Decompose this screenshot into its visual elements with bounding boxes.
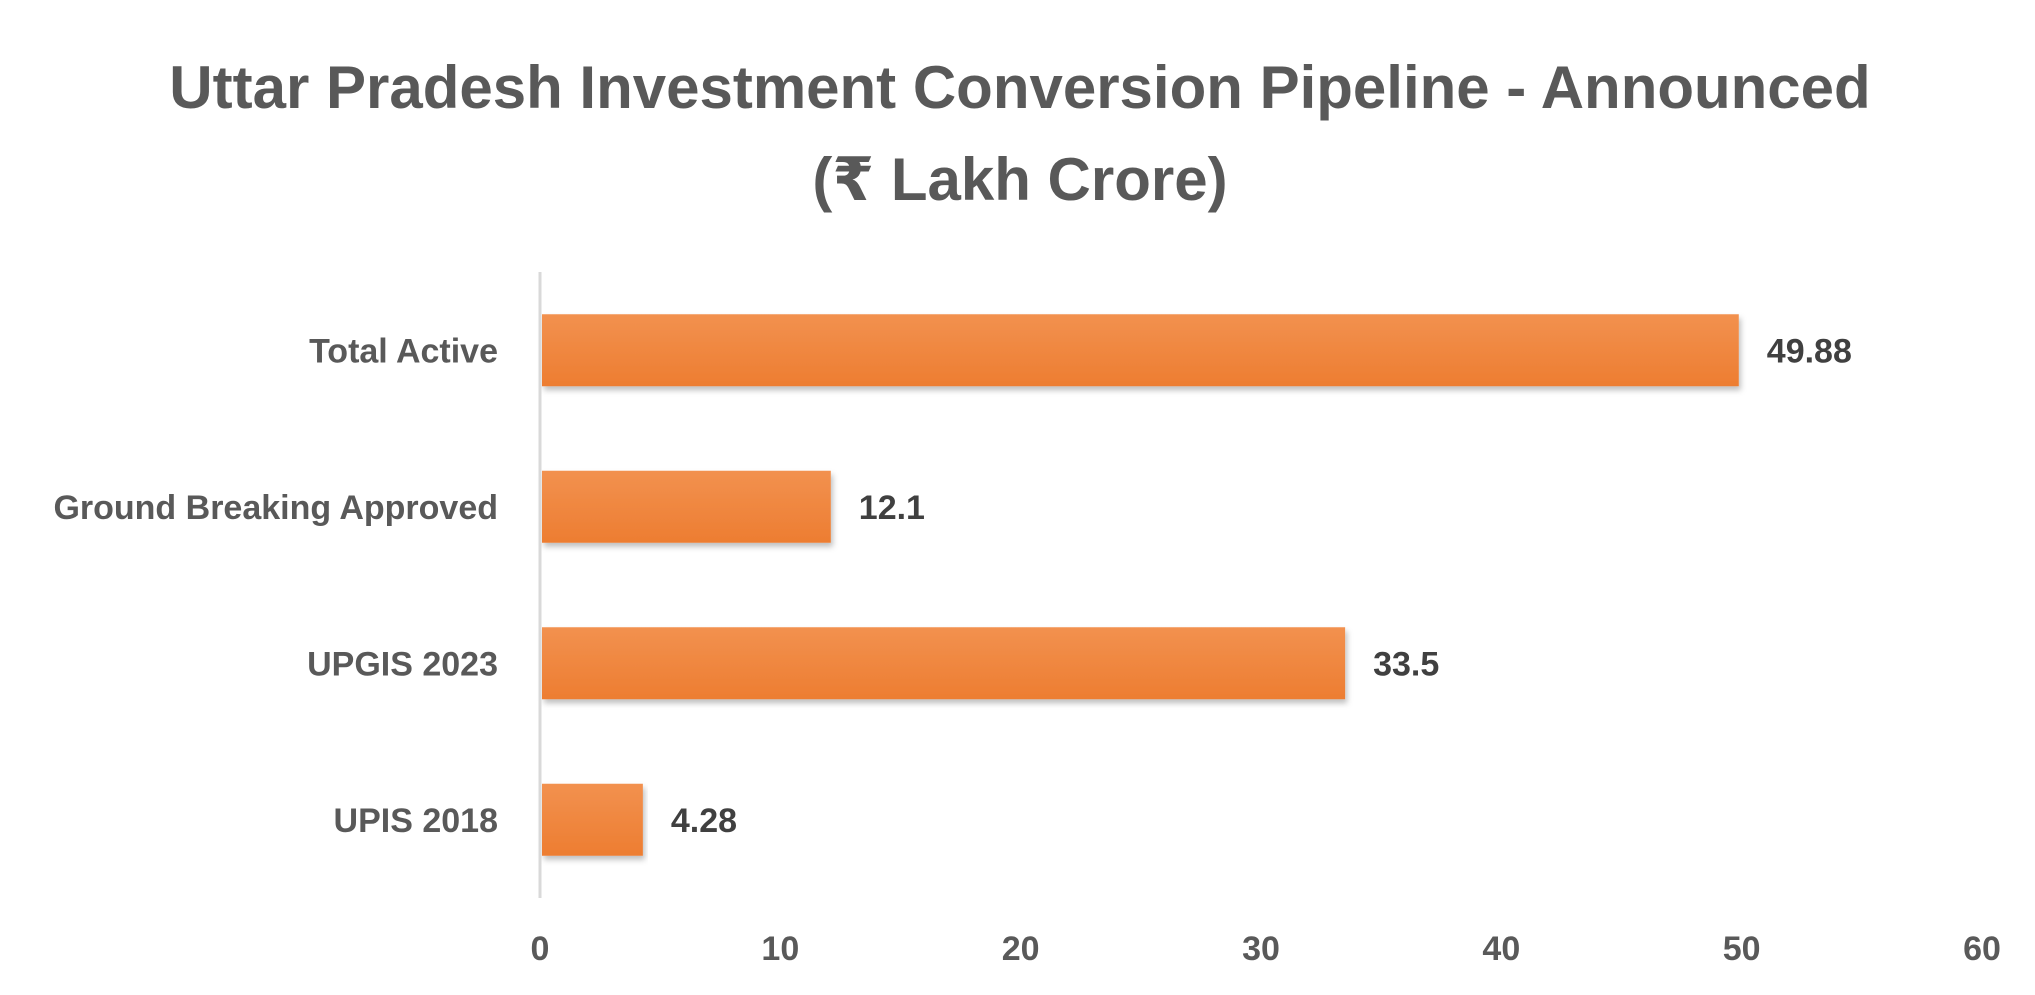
bar-ground-breaking-approved	[542, 470, 831, 543]
bars-layer	[542, 314, 1739, 856]
x-tick-label: 0	[531, 930, 550, 968]
category-label: UPGIS 2023	[307, 645, 498, 683]
data-label: 33.5	[1373, 645, 1439, 683]
x-tick-label: 60	[1963, 930, 2001, 968]
category-label: Ground Breaking Approved	[53, 489, 498, 527]
bar-upgis-2023	[542, 627, 1346, 700]
data-label: 12.1	[859, 489, 925, 527]
category-label: UPIS 2018	[334, 802, 498, 840]
x-tick-label: 20	[1002, 930, 1040, 968]
data-label: 49.88	[1767, 332, 1852, 370]
x-tick-label: 40	[1482, 930, 1520, 968]
x-axis-ticks: 0 10 20 30 40 50 60	[531, 930, 2001, 968]
chart-title: Uttar Pradesh Investment Conversion Pipe…	[169, 54, 1871, 213]
data-label: 4.28	[671, 802, 737, 840]
x-tick-label: 50	[1723, 930, 1761, 968]
x-tick-label: 10	[761, 930, 799, 968]
bar-upis-2018	[542, 783, 643, 856]
category-label: Total Active	[309, 332, 498, 370]
bar-total-active	[542, 314, 1739, 387]
labels-layer: Total Active 49.88 Ground Breaking Approve…	[53, 332, 1851, 840]
x-tick-label: 30	[1242, 930, 1280, 968]
